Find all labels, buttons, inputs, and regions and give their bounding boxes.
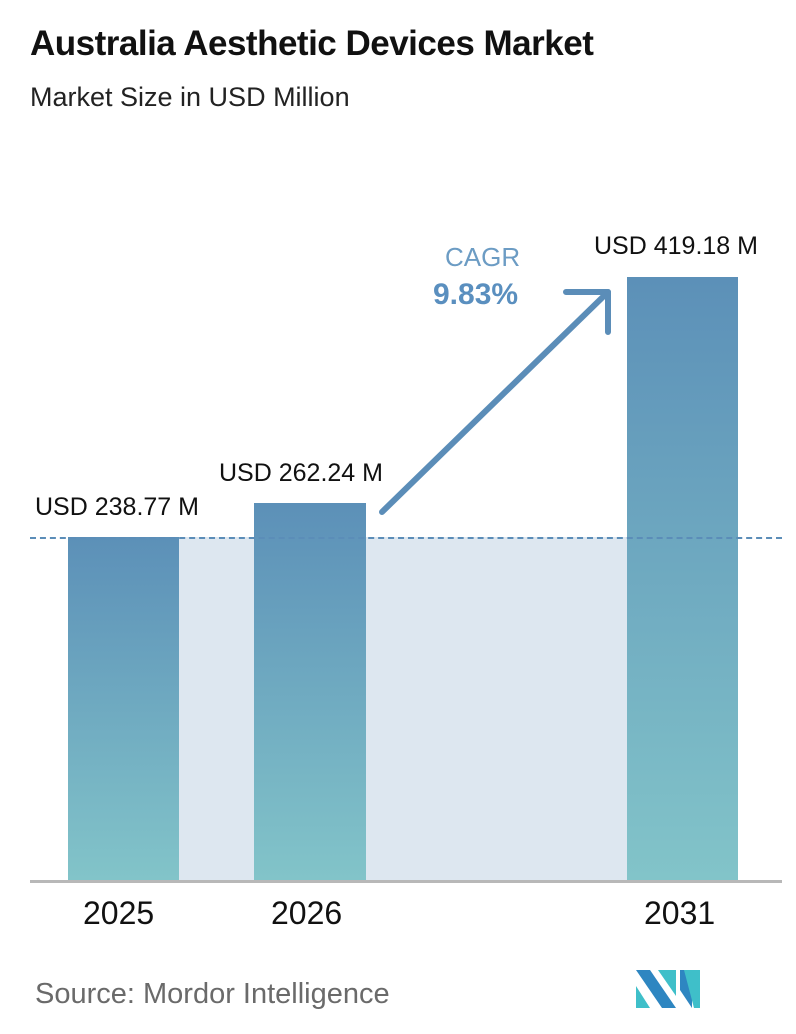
value-label-2025: USD 238.77 M — [35, 493, 199, 521]
bar-2025 — [68, 537, 179, 880]
cagr-value: 9.83% — [433, 278, 519, 311]
bar-2031 — [627, 277, 738, 880]
value-label-2031: USD 419.18 M — [594, 232, 758, 260]
chart-title: Australia Aesthetic Devices Market — [30, 24, 594, 63]
x-tick-2025: 2025 — [83, 895, 155, 931]
bar-2026 — [254, 503, 366, 880]
x-tick-2026: 2026 — [271, 895, 343, 931]
value-label-2026: USD 262.24 M — [219, 459, 383, 487]
source-text: Source: Mordor Intelligence — [35, 978, 390, 1010]
cagr-label: CAGR — [445, 242, 521, 272]
x-axis — [30, 880, 782, 883]
mordor-intelligence-logo-icon — [636, 970, 700, 1008]
reference-dashed-line — [30, 537, 782, 539]
growth-arrow-icon — [379, 289, 611, 515]
baseline-band — [178, 537, 628, 882]
chart-subtitle: Market Size in USD Million — [30, 82, 350, 112]
x-tick-2031: 2031 — [644, 895, 716, 931]
